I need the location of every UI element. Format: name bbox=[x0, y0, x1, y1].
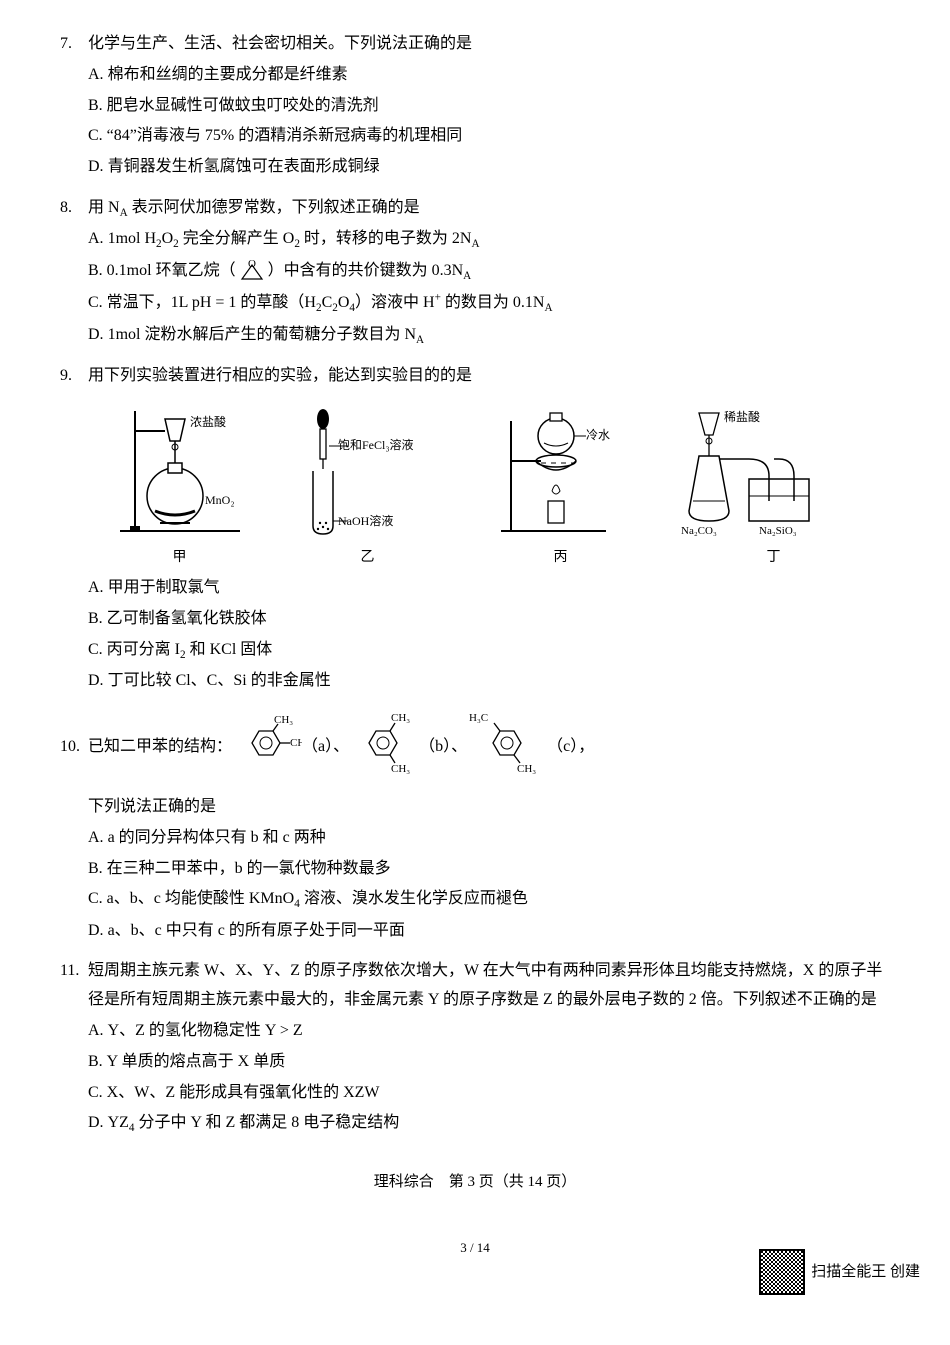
para-xylene-icon: H₃C CH₃ bbox=[467, 708, 547, 778]
struct-a-label: （a）、 bbox=[302, 733, 349, 762]
q8-option-b: B.0.1mol 环氧乙烷（O）中含有的共价键数为 0.3NA bbox=[88, 257, 890, 286]
q11-option-d: D.YZ4 分子中 Y 和 Z 都满足 8 电子稳定结构 bbox=[88, 1109, 890, 1138]
structure-c: H₃C CH₃ bbox=[467, 708, 547, 787]
structure-a: CH₃ CH₃ bbox=[232, 713, 302, 782]
q9-option-c: C.丙可分离 I2 和 KCl 固体 bbox=[88, 636, 890, 665]
q10-option-a: A.a 的同分异构体只有 b 和 c 两种 bbox=[88, 824, 890, 853]
q11-option-a: A.Y、Z 的氢化物稳定性 Y > Z bbox=[88, 1017, 890, 1046]
q10-followup: 下列说法正确的是 bbox=[60, 793, 890, 822]
q9-stem: 用下列实验装置进行相应的实验，能达到实验目的的是 bbox=[88, 362, 890, 391]
q9-number: 9. bbox=[60, 362, 88, 391]
q8-option-c: C.常温下，1L pH = 1 的草酸（H2C2O4）溶液中 H+ 的数目为 0… bbox=[88, 288, 890, 319]
q7-option-d: D.青铜器发生析氢腐蚀可在表面形成铜绿 bbox=[88, 153, 890, 182]
diagram-jia: 浓盐酸 MnO₂ 甲 bbox=[110, 401, 250, 570]
label-fecl3: 饱和FeCl₃溶液 bbox=[338, 437, 414, 452]
label-coldwater: 冷水 bbox=[586, 428, 610, 442]
structure-b: CH₃ CH₃ bbox=[349, 708, 419, 787]
q9-options: A.甲用于制取氯气 B.乙可制备氢氧化铁胶体 C.丙可分离 I2 和 KCl 固… bbox=[60, 574, 890, 696]
struct-c-label: （c）， bbox=[547, 733, 594, 762]
q7-stem: 化学与生产、生活、社会密切相关。下列说法正确的是 bbox=[88, 30, 890, 59]
caption-bing: 丙 bbox=[486, 545, 636, 570]
q9-diagrams: 浓盐酸 MnO₂ 甲 饱和FeCl₃溶液 NaOH溶液 乙 bbox=[60, 401, 890, 570]
meta-xylene-icon: CH₃ CH₃ bbox=[349, 708, 419, 778]
ortho-xylene-icon: CH₃ CH₃ bbox=[232, 713, 302, 773]
label-na2co3: Na₂CO₃ bbox=[681, 525, 717, 537]
question-8: 8. 用 NA 表示阿伏加德罗常数，下列叙述正确的是 A.1mol H2O2 完… bbox=[60, 194, 890, 350]
q8-option-d: D.1mol 淀粉水解后产生的葡萄糖分子数目为 NA bbox=[88, 321, 890, 350]
q7-option-b: B.肥皂水显碱性可做蚊虫叮咬处的清洗剂 bbox=[88, 92, 890, 121]
apparatus-bing-icon: 冷水 bbox=[486, 401, 636, 541]
q11-options: A.Y、Z 的氢化物稳定性 Y > Z B.Y 单质的熔点高于 X 单质 C.X… bbox=[60, 1017, 890, 1139]
q10-stem-pre: 已知二甲苯的结构： bbox=[88, 733, 232, 762]
q8-number: 8. bbox=[60, 194, 88, 223]
q9-option-a: A.甲用于制取氯气 bbox=[88, 574, 890, 603]
q7-option-a: A.棉布和丝绸的主要成分都是纤维素 bbox=[88, 61, 890, 90]
question-11: 11. 短周期主族元素 W、X、Y、Z 的原子序数依次增大，W 在大气中有两种同… bbox=[60, 957, 890, 1138]
q11-option-c: C.X、W、Z 能形成具有强氧化性的 XZW bbox=[88, 1079, 890, 1108]
svg-text:CH₃: CH₃ bbox=[391, 712, 410, 724]
q10-option-d: D.a、b、c 中只有 c 的所有原子处于同一平面 bbox=[88, 917, 890, 946]
q8-stem: 用 NA 表示阿伏加德罗常数，下列叙述正确的是 bbox=[88, 194, 890, 223]
question-9: 9. 用下列实验装置进行相应的实验，能达到实验目的的是 浓 bbox=[60, 362, 890, 696]
caption-ding: 丁 bbox=[679, 545, 869, 570]
apparatus-ding-icon: 稀盐酸 Na₂CO₃ Na₂SiO₃ bbox=[679, 401, 869, 541]
label-conc-hcl: 浓盐酸 bbox=[190, 414, 226, 429]
caption-yi: 乙 bbox=[293, 545, 443, 570]
caption-jia: 甲 bbox=[110, 545, 250, 570]
qr-code-icon bbox=[759, 1249, 805, 1295]
q9-option-b: B.乙可制备氢氧化铁胶体 bbox=[88, 605, 890, 634]
svg-text:O: O bbox=[248, 259, 256, 270]
label-naoh: NaOH溶液 bbox=[338, 513, 393, 528]
svg-text:CH₃: CH₃ bbox=[274, 714, 293, 726]
apparatus-jia-icon: 浓盐酸 MnO₂ bbox=[110, 401, 250, 541]
scan-credit: 扫描全能王 创建 bbox=[759, 1249, 920, 1295]
q8-option-a: A.1mol H2O2 完全分解产生 O2 时，转移的电子数为 2NA bbox=[88, 225, 890, 254]
q11-number: 11. bbox=[60, 957, 88, 986]
q10-number: 10. bbox=[60, 733, 88, 762]
diagram-yi: 饱和FeCl₃溶液 NaOH溶液 乙 bbox=[293, 401, 443, 570]
q11-option-b: B.Y 单质的熔点高于 X 单质 bbox=[88, 1048, 890, 1077]
q11-stem: 短周期主族元素 W、X、Y、Z 的原子序数依次增大，W 在大气中有两种同素异形体… bbox=[88, 957, 890, 1015]
q7-number: 7. bbox=[60, 30, 88, 59]
label-dilute-hcl: 稀盐酸 bbox=[724, 409, 760, 424]
q8-options: A.1mol H2O2 完全分解产生 O2 时，转移的电子数为 2NA B.0.… bbox=[60, 225, 890, 350]
question-10: 10. 已知二甲苯的结构： CH₃ CH₃ （a）、 CH₃ CH₃ bbox=[60, 708, 890, 946]
question-7: 7. 化学与生产、生活、社会密切相关。下列说法正确的是 A.棉布和丝绸的主要成分… bbox=[60, 30, 890, 182]
label-mno2: MnO₂ bbox=[205, 493, 235, 507]
svg-text:CH₃: CH₃ bbox=[290, 737, 302, 749]
label-na2sio3: Na₂SiO₃ bbox=[759, 525, 797, 537]
diagram-bing: 冷水 丙 bbox=[486, 401, 636, 570]
svg-text:CH₃: CH₃ bbox=[517, 763, 536, 775]
svg-text:H₃C: H₃C bbox=[469, 712, 488, 724]
q7-option-c: C.“84”消毒液与 75% 的酒精消杀新冠病毒的机理相同 bbox=[88, 122, 890, 151]
q7-options: A.棉布和丝绸的主要成分都是纤维素 B.肥皂水显碱性可做蚊虫叮咬处的清洗剂 C.… bbox=[60, 61, 890, 182]
q9-option-d: D.丁可比较 Cl、C、Si 的非金属性 bbox=[88, 667, 890, 696]
svg-text:CH₃: CH₃ bbox=[391, 763, 410, 775]
q10-option-b: B.在三种二甲苯中，b 的一氯代物种数最多 bbox=[88, 855, 890, 884]
apparatus-yi-icon: 饱和FeCl₃溶液 NaOH溶液 bbox=[293, 401, 443, 541]
struct-b-label: （b）、 bbox=[419, 733, 467, 762]
q10-options: A.a 的同分异构体只有 b 和 c 两种 B.在三种二甲苯中，b 的一氯代物种… bbox=[60, 824, 890, 946]
diagram-ding: 稀盐酸 Na₂CO₃ Na₂SiO₃ 丁 bbox=[679, 401, 869, 570]
q10-option-c: C.a、b、c 均能使酸性 KMnO4 溶液、溴水发生化学反应而褪色 bbox=[88, 885, 890, 914]
page-footer: 理科综合 第 3 页（共 14 页） bbox=[60, 1169, 890, 1196]
